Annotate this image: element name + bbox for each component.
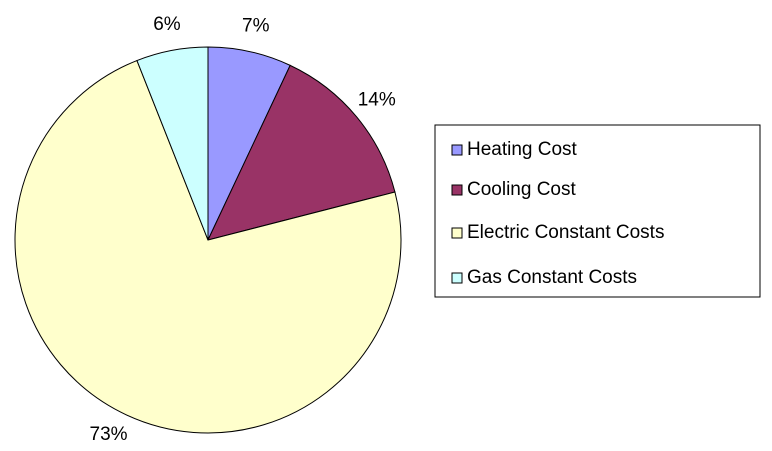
slice-label: 7% bbox=[242, 15, 270, 36]
slice-label: 73% bbox=[90, 424, 128, 445]
legend-label: Electric Constant Costs bbox=[467, 222, 664, 243]
legend-swatch bbox=[451, 227, 463, 239]
legend-label: Cooling Cost bbox=[467, 179, 576, 200]
legend-box bbox=[434, 124, 761, 298]
legend-swatch bbox=[451, 272, 463, 284]
pie-slice bbox=[136, 46, 209, 241]
slice-label: 14% bbox=[358, 89, 396, 110]
slice-label: 6% bbox=[153, 14, 181, 35]
legend-label: Heating Cost bbox=[467, 139, 578, 160]
legend-swatch bbox=[451, 184, 463, 196]
legend-label: Gas Constant Costs bbox=[467, 267, 637, 288]
pie-slice bbox=[207, 64, 396, 241]
pie-slice bbox=[14, 59, 402, 434]
legend-swatch bbox=[451, 144, 463, 156]
